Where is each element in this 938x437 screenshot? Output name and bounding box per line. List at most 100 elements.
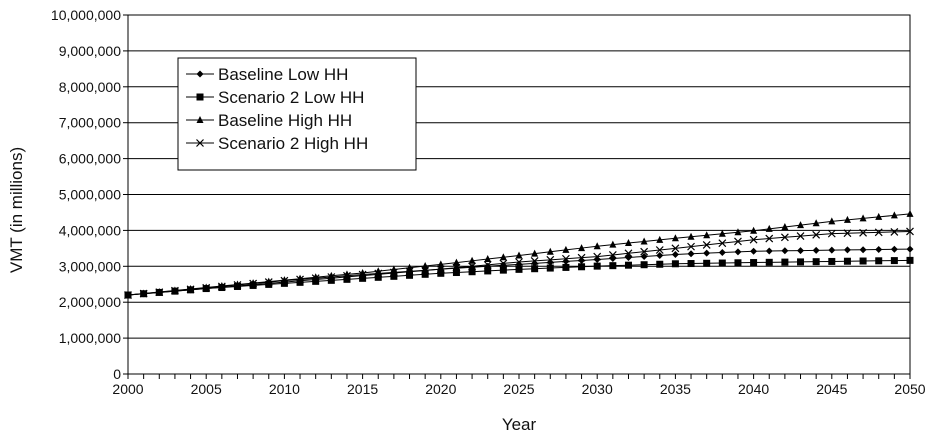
data-point — [843, 215, 851, 223]
data-point — [452, 269, 460, 277]
data-point — [750, 226, 758, 234]
data-point — [327, 271, 335, 279]
data-point — [561, 254, 570, 263]
data-point — [797, 247, 805, 255]
data-point — [515, 258, 523, 266]
data-point — [374, 269, 383, 278]
data-point — [531, 259, 539, 267]
data-point — [437, 260, 445, 268]
data-point — [312, 273, 320, 281]
data-point — [515, 251, 523, 259]
data-point — [452, 263, 461, 272]
data-point — [703, 249, 711, 257]
data-point — [421, 270, 429, 278]
x-tick-label: 2050 — [894, 381, 925, 397]
legend-marker — [196, 139, 204, 147]
data-point — [499, 266, 507, 274]
data-point — [609, 262, 617, 270]
data-point — [499, 259, 508, 268]
data-point — [296, 274, 304, 282]
x-tick-label: 2000 — [112, 381, 143, 397]
data-point — [703, 231, 711, 239]
data-point — [468, 268, 476, 276]
data-point — [546, 258, 554, 266]
data-point — [875, 212, 883, 220]
data-point — [608, 251, 617, 259]
data-point — [484, 267, 492, 275]
data-point — [609, 254, 617, 262]
data-point — [358, 270, 367, 279]
y-tick-label: 3,000,000 — [59, 258, 121, 274]
data-point — [859, 214, 867, 222]
data-point — [233, 281, 242, 289]
data-point — [406, 271, 414, 279]
data-point — [436, 265, 445, 274]
data-point — [343, 275, 351, 283]
y-tick-label: 6,000,000 — [59, 151, 121, 167]
data-point — [734, 228, 742, 236]
data-point — [827, 229, 836, 238]
data-point — [530, 256, 539, 265]
data-point — [577, 253, 586, 262]
data-point — [828, 217, 836, 225]
data-point — [812, 258, 820, 266]
data-point — [186, 285, 195, 294]
data-point — [389, 268, 398, 277]
data-point — [734, 237, 742, 246]
legend-item: Scenario 2 High HH — [186, 134, 368, 153]
data-point — [890, 211, 898, 219]
data-point — [484, 255, 492, 263]
data-point — [640, 247, 649, 256]
data-point — [218, 282, 226, 290]
data-point — [468, 256, 476, 264]
data-point — [640, 237, 648, 245]
y-tick-label: 9,000,000 — [59, 43, 121, 59]
data-point — [671, 234, 679, 242]
legend-marker — [196, 70, 204, 78]
data-point — [640, 261, 648, 269]
series-4-points — [124, 227, 914, 299]
data-point — [656, 251, 664, 259]
data-point — [531, 265, 539, 273]
data-point — [249, 279, 257, 287]
data-point — [264, 278, 273, 287]
data-point — [702, 240, 711, 249]
data-point — [890, 227, 899, 236]
data-point — [781, 223, 789, 231]
data-point — [750, 247, 758, 255]
x-tick-label: 2030 — [582, 381, 613, 397]
data-point — [327, 276, 335, 284]
data-point — [452, 258, 460, 266]
x-tick-label: 2025 — [503, 381, 534, 397]
data-point — [390, 272, 398, 280]
data-point — [327, 273, 336, 281]
data-point — [843, 246, 851, 254]
data-point — [311, 274, 320, 283]
data-point — [624, 249, 633, 258]
data-point — [812, 219, 820, 227]
data-point — [578, 263, 586, 271]
data-point — [343, 271, 351, 280]
data-point — [421, 262, 429, 270]
data-point — [718, 249, 726, 257]
data-point — [546, 255, 555, 264]
data-point — [296, 278, 304, 286]
data-point — [843, 257, 851, 265]
data-point — [781, 247, 789, 255]
data-point — [562, 263, 570, 271]
legend-label: Baseline Low HH — [218, 65, 348, 84]
x-tick-label: 2015 — [347, 381, 378, 397]
data-point — [687, 232, 695, 240]
data-point — [671, 260, 679, 268]
x-tick-label: 2045 — [816, 381, 847, 397]
data-point — [797, 258, 805, 266]
data-point — [656, 260, 664, 268]
data-point — [359, 274, 367, 282]
data-point — [875, 257, 883, 265]
y-tick-label: 4,000,000 — [59, 222, 121, 238]
data-point — [202, 283, 210, 291]
data-point — [546, 264, 554, 272]
legend-label: Baseline High HH — [218, 111, 352, 130]
data-point — [765, 247, 773, 255]
